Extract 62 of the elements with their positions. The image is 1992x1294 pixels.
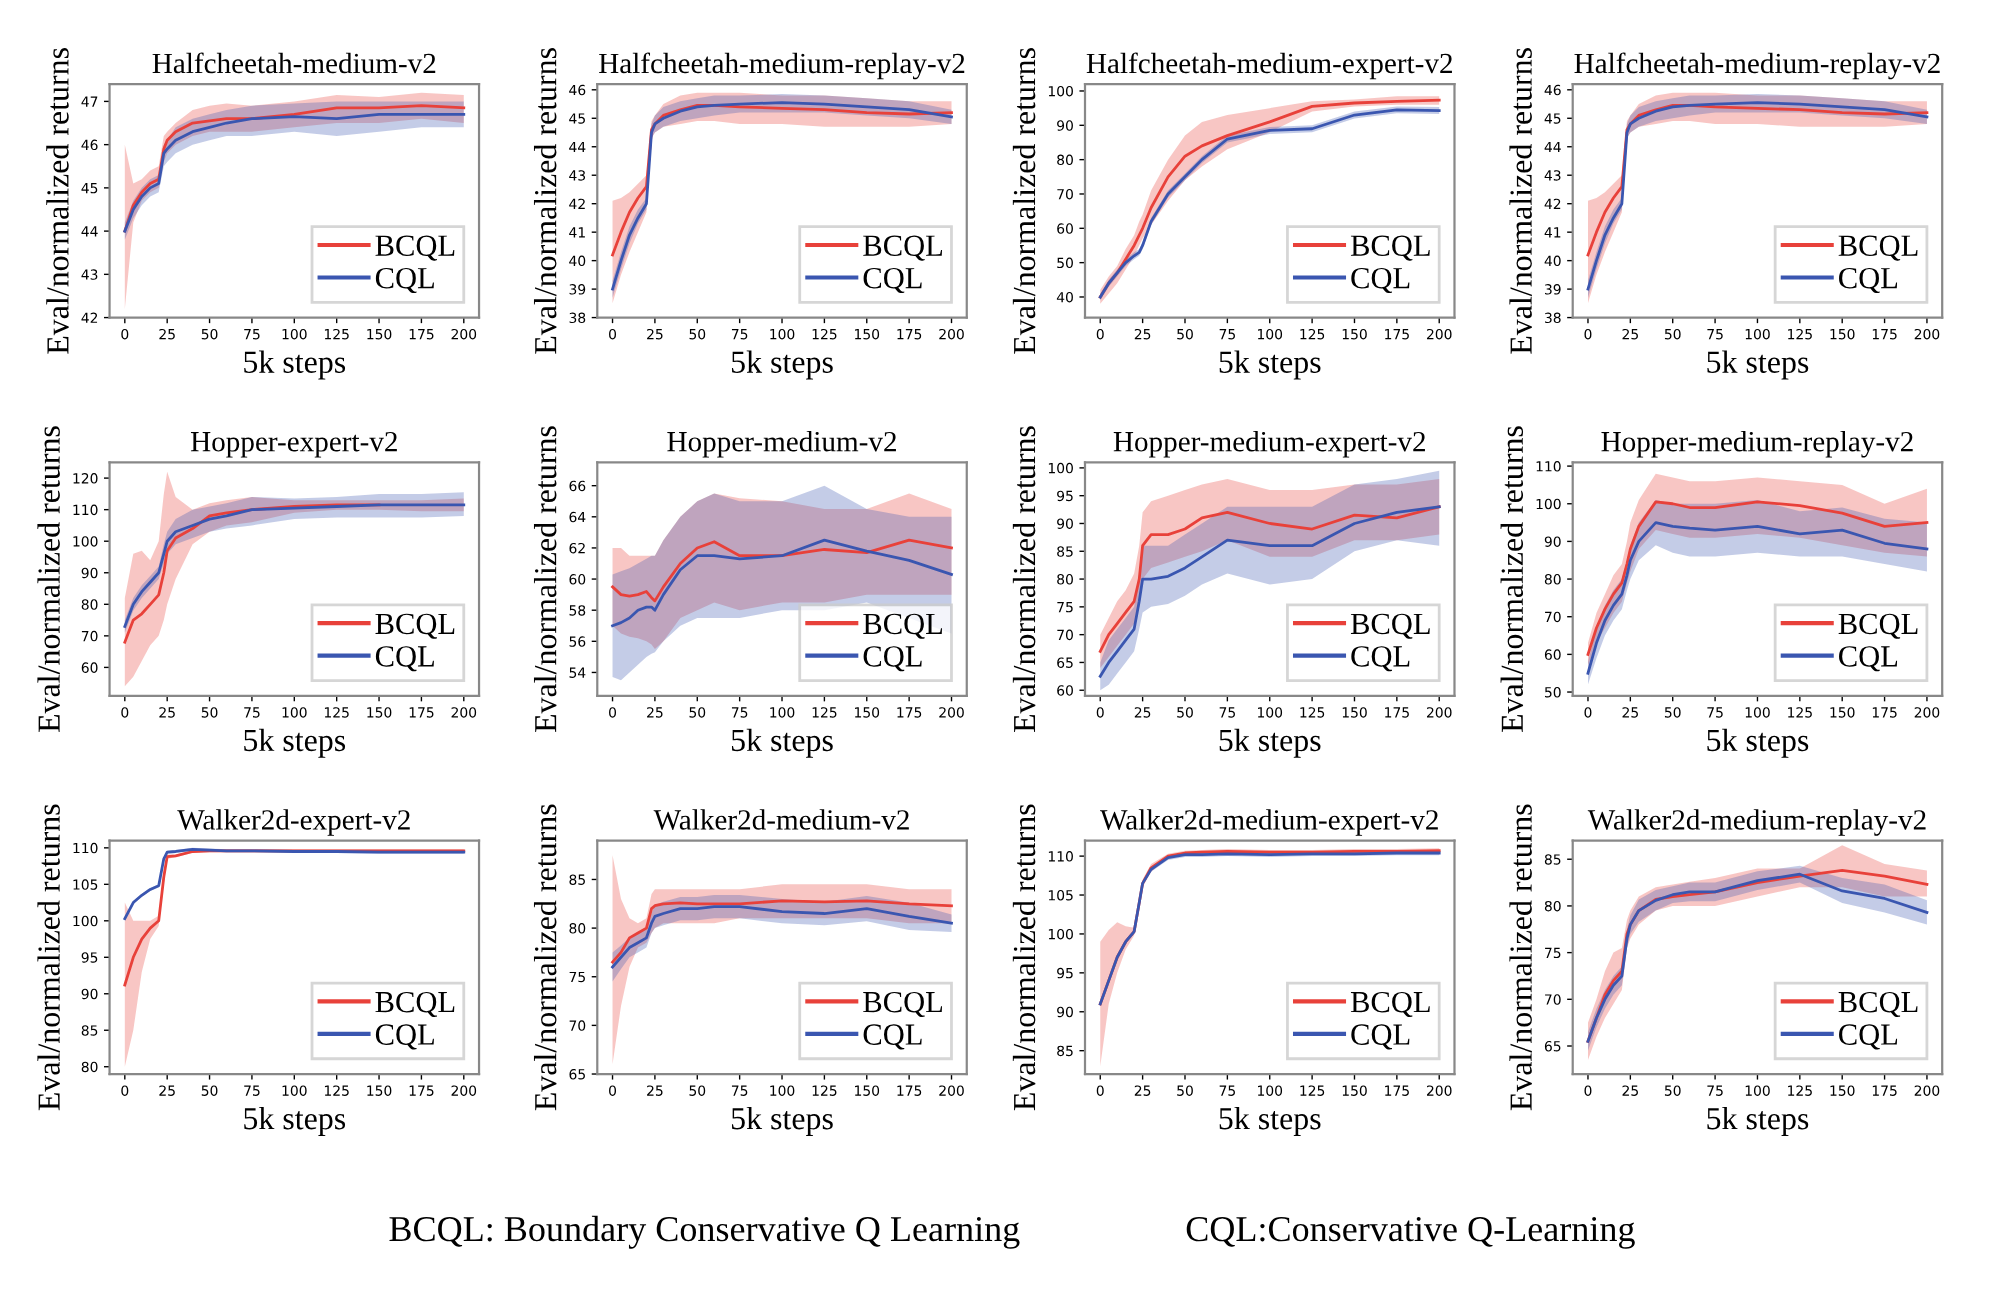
chart-title: Hopper-medium-expert-v2 bbox=[1113, 430, 1425, 458]
legend-label: BCQL bbox=[1350, 991, 1430, 1018]
x-axis-title: 5k steps bbox=[731, 350, 833, 380]
x-axis-title: 5k steps bbox=[1219, 728, 1321, 758]
legend-label: CQL bbox=[863, 267, 922, 294]
legend-label: BCQL bbox=[1350, 235, 1430, 261]
x-axis-title: 5k steps bbox=[244, 728, 346, 758]
chart-title: Hopper-expert-v2 bbox=[190, 431, 397, 458]
y-axis-title: Eval/normalized returns bbox=[533, 804, 557, 1111]
legend-label: BCQL bbox=[863, 613, 943, 639]
x-axis-title: 5k steps bbox=[731, 1106, 833, 1136]
legend-label: BCQL bbox=[375, 613, 455, 639]
legend-label: CQL bbox=[375, 1024, 434, 1050]
chart-title: Hopper-medium-replay-v2 bbox=[1601, 430, 1913, 458]
chart-title: Halfcheetah-medium-expert-v2 bbox=[1086, 52, 1452, 80]
legend-label: CQL bbox=[1351, 267, 1410, 294]
chart-title: Walker2d-medium-v2 bbox=[653, 809, 909, 830]
legend-label: CQL bbox=[1839, 646, 1898, 672]
legend-label: CQL bbox=[863, 1024, 922, 1050]
legend-label: BCQL bbox=[863, 991, 943, 1018]
x-axis-title: 5k steps bbox=[244, 350, 346, 380]
chart-title: Walker2d-medium-expert-v2 bbox=[1100, 809, 1438, 836]
legend-label: CQL bbox=[1839, 267, 1898, 294]
chart-title: Halfcheetah-medium-v2 bbox=[152, 52, 436, 74]
y-axis-title: Eval/normalized returns bbox=[37, 426, 60, 733]
x-axis-title: 5k steps bbox=[1219, 1106, 1321, 1136]
legend-label: CQL bbox=[1351, 1024, 1410, 1050]
y-axis-title: Eval/normalized returns bbox=[37, 804, 60, 1111]
y-axis-title: Eval/normalized returns bbox=[1509, 804, 1532, 1111]
legend-label: BCQL bbox=[375, 235, 455, 261]
text: CQL:Conservative Q-Learning bbox=[1186, 1217, 1635, 1249]
y-axis-title: Eval/normalized returns bbox=[533, 426, 557, 733]
chart-title: Halfcheetah-medium-replay-v2 bbox=[599, 52, 965, 80]
legend-label: BCQL bbox=[863, 235, 943, 261]
legend-label: CQL bbox=[375, 646, 434, 672]
x-axis-title: 5k steps bbox=[1219, 350, 1321, 380]
chart-title: Walker2d-medium-replay-v2 bbox=[1587, 809, 1926, 836]
legend-label: BCQL bbox=[1350, 613, 1430, 639]
chart-title: Walker2d-expert-v2 bbox=[177, 809, 410, 836]
y-axis-title: Eval/normalized returns bbox=[1509, 48, 1532, 354]
legend-label: BCQL bbox=[375, 991, 455, 1018]
chart-title: Halfcheetah-medium-replay-v2 bbox=[1574, 52, 1940, 80]
y-axis-title: Eval/normalized returns bbox=[1012, 804, 1036, 1111]
legend-label: CQL bbox=[375, 267, 434, 294]
legend-label: BCQL bbox=[1838, 613, 1918, 639]
text: BCQL: Boundary Conservative Q Learning bbox=[389, 1215, 1020, 1249]
x-axis-title: 5k steps bbox=[731, 728, 833, 758]
x-axis-title: 5k steps bbox=[1707, 728, 1809, 758]
legend-label: BCQL bbox=[1838, 991, 1918, 1018]
y-axis-title: Eval/normalized returns bbox=[46, 48, 69, 354]
x-axis-title: 5k steps bbox=[1707, 1106, 1809, 1136]
x-axis-title: 5k steps bbox=[244, 1106, 346, 1136]
y-axis-title: Eval/normalized returns bbox=[1012, 48, 1036, 354]
legend-label: CQL bbox=[863, 646, 922, 672]
y-axis-title: Eval/normalized returns bbox=[533, 48, 557, 354]
legend-label: CQL bbox=[1351, 646, 1410, 672]
legend-label: BCQL bbox=[1838, 235, 1918, 261]
y-axis-title: Eval/normalized returns bbox=[1012, 426, 1036, 733]
legend-label: CQL bbox=[1839, 1024, 1898, 1050]
y-axis-title: Eval/normalized returns bbox=[1500, 426, 1524, 733]
x-axis-title: 5k steps bbox=[1707, 350, 1809, 380]
chart-title: Hopper-medium-v2 bbox=[667, 430, 896, 458]
